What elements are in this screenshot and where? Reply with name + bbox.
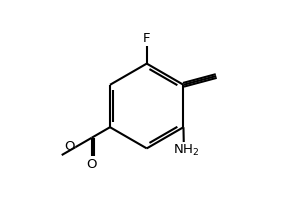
Text: O: O [86,158,97,170]
Text: NH$_2$: NH$_2$ [173,143,199,158]
Text: F: F [143,32,150,45]
Text: O: O [64,140,74,153]
